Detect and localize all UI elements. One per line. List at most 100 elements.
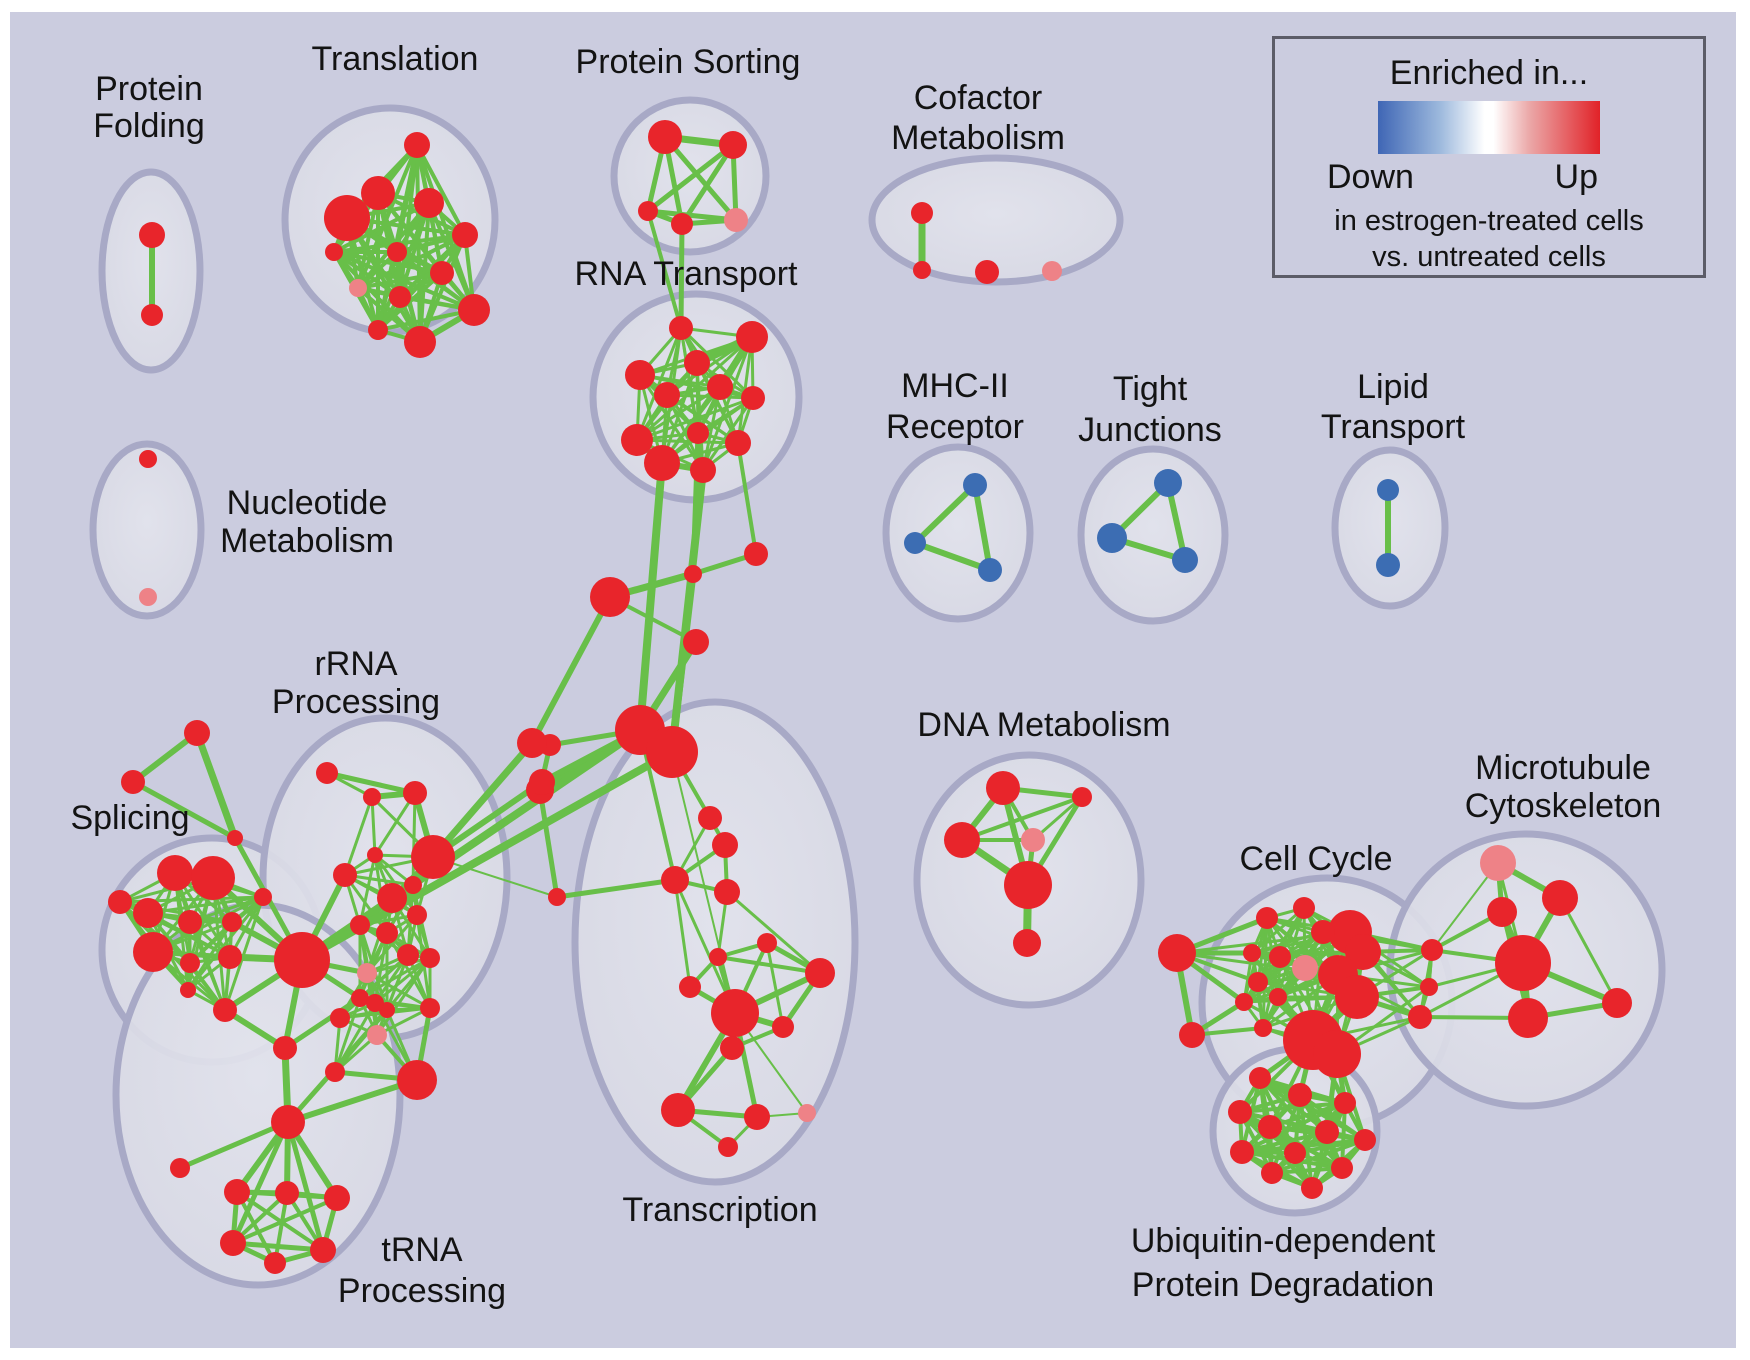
edge (282, 995, 363, 1051)
cluster-label-nucleotide: Metabolism (220, 522, 394, 560)
edge (343, 795, 374, 877)
edge (701, 335, 754, 472)
node (184, 720, 210, 746)
cluster-label-splicing: Splicing (70, 799, 189, 837)
node (324, 195, 370, 241)
node (1228, 1100, 1252, 1124)
node (420, 948, 440, 968)
node (744, 542, 768, 566)
edge (373, 956, 432, 1005)
edge (373, 791, 417, 857)
edge (235, 1190, 277, 1265)
legend-subtitle: in estrogen-treated cells vs. untreated … (1275, 203, 1703, 275)
node (669, 316, 693, 340)
node (1602, 988, 1632, 1018)
node (625, 360, 655, 390)
node (712, 832, 738, 858)
edge (332, 250, 402, 299)
edge (701, 396, 755, 472)
node (1269, 946, 1291, 968)
node (1508, 998, 1548, 1038)
edge (1431, 862, 1499, 951)
cluster-label-mhc: MHC-II (901, 367, 1009, 405)
edge (635, 438, 740, 445)
node (913, 261, 931, 279)
node (275, 1181, 299, 1205)
edge (345, 216, 422, 344)
cluster-label-protein_folding: Protein (95, 70, 203, 108)
node (411, 835, 455, 879)
edge (636, 459, 666, 734)
node (133, 932, 173, 972)
node (978, 558, 1002, 582)
edge (332, 250, 444, 275)
node (180, 982, 196, 998)
node (273, 1036, 297, 1060)
cluster-ellipse-mhc (882, 443, 1034, 623)
edge (230, 1119, 291, 1246)
node (180, 953, 200, 973)
node (366, 994, 384, 1012)
node (944, 822, 980, 858)
node (1154, 469, 1182, 497)
edge (645, 208, 739, 223)
edge (376, 308, 476, 332)
cluster-label-rrna: Processing (272, 683, 440, 721)
node (963, 473, 987, 497)
edge (646, 209, 683, 330)
node (368, 320, 388, 340)
node (430, 261, 454, 285)
node (529, 769, 555, 795)
node (310, 1237, 336, 1263)
edge (365, 956, 432, 975)
node (646, 726, 698, 778)
node (397, 1060, 437, 1100)
node (387, 242, 407, 262)
node (911, 202, 933, 224)
cluster-label-cellcycle: Cell Cycle (1239, 840, 1392, 878)
node (363, 788, 381, 806)
edge (765, 941, 785, 1029)
node (718, 1137, 738, 1157)
edge (411, 791, 417, 887)
cluster-label-lipid: Transport (1321, 408, 1466, 446)
node (325, 243, 343, 261)
node (1284, 1142, 1306, 1164)
cluster-label-microtubule: Cytoskeleton (1465, 787, 1662, 825)
edge (668, 466, 707, 756)
edge (673, 878, 692, 989)
cluster-label-microtubule: Microtubule (1475, 749, 1651, 787)
node (1293, 897, 1315, 919)
node (1377, 479, 1399, 501)
edge (370, 795, 377, 857)
node (377, 883, 407, 913)
edge (638, 373, 755, 400)
node (654, 382, 680, 408)
node (661, 866, 689, 894)
cluster-label-cofactor: Cofactor (914, 79, 1043, 117)
cluster-label-cofactor: Metabolism (891, 119, 1065, 157)
node (1495, 935, 1551, 991)
node (414, 188, 444, 218)
edge (430, 779, 545, 860)
cluster-label-rrna: rRNA (314, 645, 397, 683)
node (986, 771, 1020, 805)
edge (638, 728, 677, 882)
edge (1270, 1138, 1367, 1175)
node (254, 888, 272, 906)
edge (415, 143, 467, 237)
node (1376, 553, 1400, 577)
node (744, 1104, 770, 1130)
node (157, 855, 193, 891)
node (220, 1230, 246, 1256)
edge (1558, 896, 1619, 1005)
node (1261, 1162, 1283, 1184)
node (121, 770, 145, 794)
cluster-label-rna_transport: RNA Transport (575, 255, 799, 293)
legend-subtitle-line1: in estrogen-treated cells (1334, 205, 1644, 237)
node (330, 1008, 350, 1028)
node (1243, 944, 1261, 962)
cluster-label-ubiquitin: Ubiquitin-dependent (1131, 1222, 1436, 1260)
edge (1270, 1166, 1344, 1175)
node (719, 131, 747, 159)
